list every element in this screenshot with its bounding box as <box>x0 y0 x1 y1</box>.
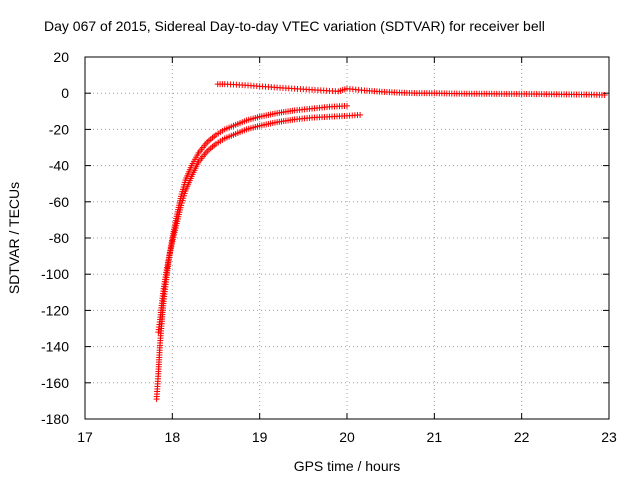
y-tick-label: -60 <box>49 194 69 210</box>
y-tick-label: -80 <box>49 230 69 246</box>
x-tick-label: 23 <box>601 429 617 445</box>
y-tick-labels: -180 -160 -140 -120 -100 -80 -60 -40 -20 0 20 <box>41 49 69 427</box>
data-points <box>153 81 608 403</box>
y-tick-label: 20 <box>53 49 69 65</box>
x-tick-label: 22 <box>514 429 530 445</box>
chart-title: Day 067 of 2015, Sidereal Day-to-day VTE… <box>44 18 545 34</box>
y-tick-label: -160 <box>41 375 69 391</box>
y-tick-label: 0 <box>61 85 69 101</box>
data-point <box>344 102 350 109</box>
y-tick-label: -180 <box>41 411 69 427</box>
x-tick-labels: 17 18 19 20 21 22 23 <box>77 429 617 445</box>
y-tick-label: -40 <box>49 158 69 174</box>
x-tick-label: 18 <box>165 429 181 445</box>
x-tick-label: 20 <box>339 429 355 445</box>
x-tick-label: 19 <box>252 429 268 445</box>
y-tick-label: -100 <box>41 266 69 282</box>
axis-ticks <box>84 56 610 420</box>
x-tick-label: 21 <box>427 429 443 445</box>
y-axis-title: SDTVAR / TECUs <box>6 182 22 294</box>
grid <box>85 57 609 419</box>
x-tick-label: 17 <box>77 429 93 445</box>
data-point <box>357 111 364 118</box>
y-tick-label: -20 <box>49 121 69 137</box>
x-axis-title: GPS time / hours <box>294 458 401 474</box>
y-tick-label: -140 <box>41 339 69 355</box>
y-tick-label: -120 <box>41 302 69 318</box>
